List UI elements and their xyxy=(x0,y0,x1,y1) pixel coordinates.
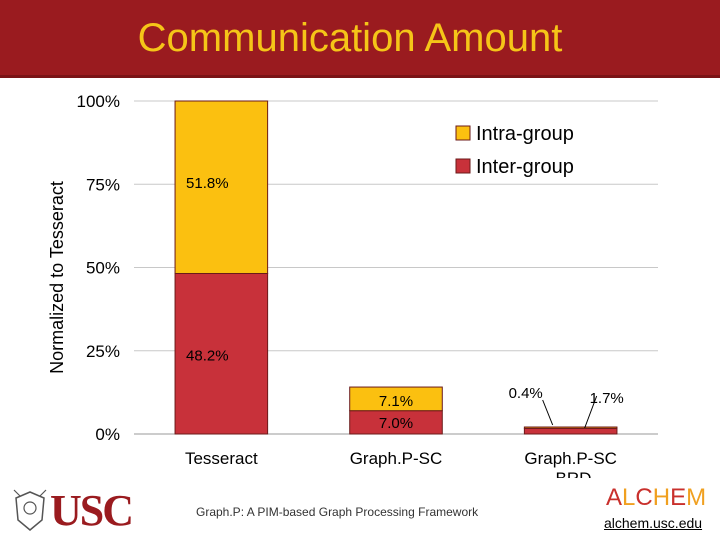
legend-swatch xyxy=(455,158,471,174)
data-label-intra-group: 0.4% xyxy=(509,385,543,402)
legend-label: Inter-group xyxy=(476,156,574,178)
x-category-label: Graph.P-SC xyxy=(350,449,443,468)
data-label-intra-group: 51.8% xyxy=(186,175,229,192)
legend-label: Intra-group xyxy=(476,123,574,145)
usc-wordmark: USC xyxy=(50,486,134,535)
stacked-bar-chart: 0% 25% 50% 75% 100% Normalized to Tesseract Te… xyxy=(47,92,658,478)
x-category-label: -BRD xyxy=(550,469,592,478)
y-tick-label: 25% xyxy=(86,342,120,361)
data-label-inter-group: 48.2% xyxy=(186,347,229,364)
data-label-inter-group: 1.7% xyxy=(590,390,624,407)
footer-text: Graph.P: A PIM-based Graph Processing Fr… xyxy=(196,505,479,519)
y-tick-label: 100% xyxy=(77,92,120,111)
legend-swatch xyxy=(455,125,471,141)
y-tick-label: 50% xyxy=(86,259,120,278)
y-tick-label: 75% xyxy=(86,175,120,194)
leader-line xyxy=(584,395,598,429)
x-category-label: Graph.P-SC xyxy=(524,449,617,468)
usc-logo xyxy=(10,486,150,536)
data-label-inter-group: 7.0% xyxy=(379,415,413,432)
title-divider xyxy=(0,75,720,78)
alchem-logo: ALCHEM xyxy=(606,484,707,511)
bar-intra-group xyxy=(174,100,269,274)
bar-inter-group xyxy=(523,427,618,435)
usc-seal-icon xyxy=(13,489,47,531)
slide-title: Communication Amount xyxy=(137,16,563,60)
bar-intra-group xyxy=(523,426,618,429)
leader-line xyxy=(542,399,554,426)
bar-intra-group xyxy=(349,386,443,412)
y-axis-title: Normalized to Tesseract xyxy=(47,181,67,374)
y-tick-label: 0% xyxy=(95,425,120,444)
title-bar: Communication Amount xyxy=(0,0,720,78)
x-category-label: Tesseract xyxy=(185,449,258,468)
alchem-url-link[interactable]: alchem.usc.edu xyxy=(604,515,703,531)
data-label-intra-group: 7.1% xyxy=(379,393,413,410)
